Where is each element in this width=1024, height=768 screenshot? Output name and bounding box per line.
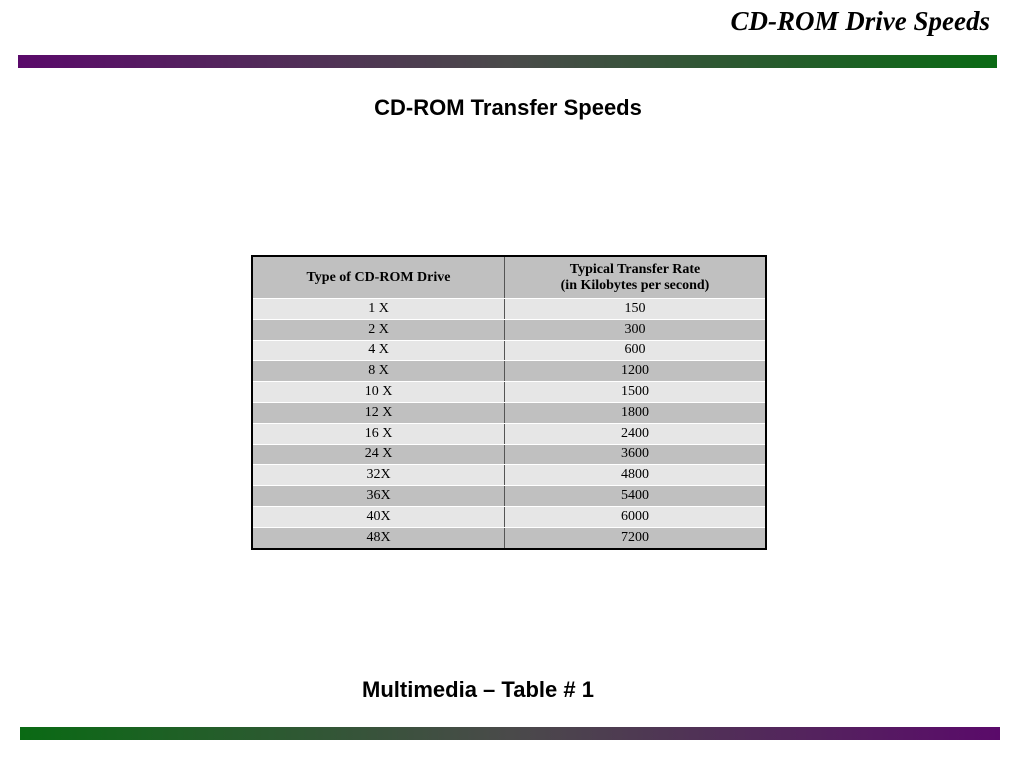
table-row: 36X 5400 [251, 485, 767, 507]
table-row: 10 X 1500 [251, 381, 767, 403]
transfer-rate: 1500 [504, 381, 767, 403]
transfer-rate: 3600 [504, 443, 767, 466]
drive-type: 16 X [251, 422, 505, 445]
header-row: Type of CD-ROM Drive Typical Transfer Ra… [251, 255, 767, 299]
drive-type: 32X [251, 464, 505, 487]
transfer-rate: 2400 [504, 422, 767, 445]
table-row: 16 X 2400 [251, 422, 767, 445]
table-row: 12 X 1800 [251, 401, 767, 424]
subtitle: CD-ROM Transfer Speeds [374, 95, 642, 120]
transfer-rate: 1200 [504, 360, 767, 383]
drive-type: 12 X [251, 401, 505, 424]
table-row: 4 X 600 [251, 339, 767, 362]
drive-type: 10 X [251, 381, 505, 403]
table-row: 24 X 3600 [251, 443, 767, 466]
divider-bar [18, 55, 997, 68]
transfer-rate: 150 [504, 298, 767, 320]
drive-type: 2 X [251, 318, 505, 341]
column-header: Type of CD-ROM Drive [251, 255, 505, 299]
drive-type: 8 X [251, 360, 505, 383]
drive-type: 4 X [251, 339, 505, 362]
transfer-rate: 7200 [504, 526, 767, 550]
table-row: 1 X 150 [251, 298, 767, 320]
drive-type: 36X [251, 485, 505, 507]
transfer-rate: 6000 [504, 505, 767, 528]
drive-type: 48X [251, 526, 505, 550]
transfer-rate: 600 [504, 339, 767, 362]
table-row: 32X 4800 [251, 464, 767, 487]
speed-table: Type of CD-ROM Drive Typical Transfer Ra… [251, 255, 767, 550]
column-header-line: (in Kilobytes per second) [560, 277, 710, 293]
table-row: 48X 7200 [251, 526, 767, 550]
table-row: 40X 6000 [251, 505, 767, 528]
column-header: Typical Transfer Rate (in Kilobytes per … [504, 255, 767, 299]
transfer-rate: 5400 [504, 485, 767, 507]
transfer-rate: 1800 [504, 401, 767, 424]
drive-type: 24 X [251, 443, 505, 466]
transfer-rate: 300 [504, 318, 767, 341]
transfer-rate: 4800 [504, 464, 767, 487]
column-header-line: Typical Transfer Rate [569, 261, 701, 277]
footer: Multimedia – Table # 1 [362, 677, 594, 702]
drive-type: 40X [251, 505, 505, 528]
drive-type: 1 X [251, 298, 505, 320]
divider-bar [20, 727, 1000, 740]
table-row: 8 X 1200 [251, 360, 767, 383]
slide-title: CD-ROM Drive Speeds [730, 6, 990, 36]
table-row: 2 X 300 [251, 318, 767, 341]
